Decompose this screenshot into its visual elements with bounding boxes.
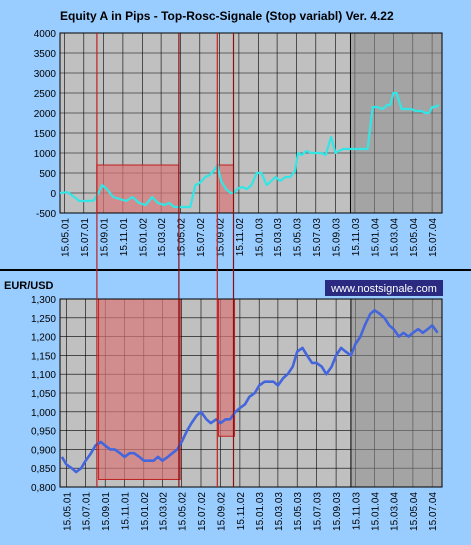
eurusd-plot-border	[59, 298, 443, 488]
equity-y-tick-label: 1500	[34, 129, 57, 140]
eurusd-x-tick-label: 15.05.01	[62, 492, 73, 531]
eurusd-y-tick-label: 1,150	[31, 351, 56, 362]
equity-x-tick-label: 15.03.03	[273, 218, 284, 257]
equity-chart-title: Equity A in Pips - Top-Rosc-Signale (Sto…	[60, 9, 394, 23]
equity-y-tick-label: 1000	[34, 149, 57, 160]
equity-out-of-sample-region	[349, 32, 443, 214]
watermark-box	[325, 280, 443, 296]
eurusd-y-tick-label: 1,300	[31, 295, 56, 306]
equity-x-tick-label: 15.05.02	[176, 218, 187, 257]
equity-x-tick-label: 15.01.03	[254, 218, 265, 257]
eurusd-x-tick-label: 15.01.04	[371, 492, 382, 531]
equity-plot-border	[59, 32, 443, 214]
eurusd-x-tick-label: 15.11.02	[236, 492, 247, 531]
equity-y-tick-label: -500	[36, 209, 56, 220]
eurusd-x-tick-label: 15.07.01	[82, 492, 93, 531]
eurusd-x-tick-label: 15.09.01	[101, 492, 112, 531]
equity-x-tick-label: 15.07.01	[80, 218, 91, 257]
equity-y-tick-label: 3000	[34, 69, 57, 80]
equity-x-tick-label: 15.05.03	[292, 218, 303, 257]
eurusd-x-tick-label: 15.03.04	[390, 492, 401, 531]
equity-x-tick-label: 15.11.03	[351, 218, 362, 257]
eurusd-x-tick-label: 15.05.03	[293, 492, 304, 531]
equity-y-tick-label: 4000	[34, 29, 57, 40]
eurusd-y-tick-label: 0,900	[31, 445, 56, 456]
eurusd-y-tick-label: 1,100	[31, 370, 56, 381]
equity-x-tick-label: 15.07.04	[428, 218, 439, 257]
eurusd-x-tick-label: 15.07.03	[313, 492, 324, 531]
eurusd-y-tick-label: 0,850	[31, 464, 56, 475]
eurusd-x-tick-label: 15.09.03	[332, 492, 343, 531]
eurusd-x-tick-label: 15.01.02	[140, 492, 151, 531]
equity-loss-zone-region	[96, 164, 180, 214]
equity-x-tick-label: 15.05.01	[60, 218, 71, 257]
eurusd-y-tick-label: 0,950	[31, 427, 56, 438]
eurusd-x-tick-label: 15.07.02	[197, 492, 208, 531]
eurusd-x-tick-label: 15.07.04	[428, 492, 439, 531]
eurusd-y-tick-label: 0,800	[31, 483, 56, 494]
equity-x-tick-label: 15.11.01	[119, 218, 130, 257]
eurusd-x-tick-label: 15.01.03	[255, 492, 266, 531]
equity-x-tick-label: 15.09.01	[100, 218, 111, 257]
eurusd-x-tick-label: 15.05.02	[178, 492, 189, 531]
equity-x-tick-label: 15.03.04	[389, 218, 400, 257]
eurusd-x-tick-label: 15.11.01	[121, 492, 132, 531]
equity-y-tick-label: 2500	[34, 89, 57, 100]
equity-y-tick-label: 3500	[34, 49, 57, 60]
equity-x-tick-label: 15.01.02	[138, 218, 149, 257]
equity-y-tick-label: 0	[50, 189, 56, 200]
eurusd-y-tick-label: 1,050	[31, 389, 56, 400]
eurusd-loss-zone-region	[98, 298, 181, 480]
eurusd-x-tick-label: 15.09.02	[217, 492, 228, 531]
eurusd-x-tick-label: 15.11.03	[351, 492, 362, 531]
equity-x-tick-label: 15.11.02	[235, 218, 246, 257]
equity-series-line	[59, 91, 440, 209]
equity-y-tick-label: 2000	[34, 109, 57, 120]
eurusd-y-tick-label: 1,250	[31, 314, 56, 325]
equity-x-tick-label: 15.07.02	[196, 218, 207, 257]
eurusd-y-tick-label: 1,000	[31, 408, 56, 419]
equity-x-tick-label: 15.05.04	[409, 218, 420, 257]
eurusd-y-tick-label: 1,200	[31, 333, 56, 344]
equity-y-tick-label: 500	[39, 169, 56, 180]
eurusd-x-tick-label: 15.03.02	[159, 492, 170, 531]
eurusd-chart-panel: EUR/USD 0,800 0,850 0,900 0,950 1,000 1,050 1,…	[4, 280, 443, 531]
eurusd-series-line	[60, 308, 439, 474]
eurusd-x-tick-label: 15.05.04	[409, 492, 420, 531]
equity-x-tick-label: 15.09.02	[216, 218, 227, 257]
equity-chart-panel: Equity A in Pips - Top-Rosc-Signale (Sto…	[34, 9, 443, 257]
equity-x-tick-label: 15.07.03	[312, 218, 323, 257]
equity-x-tick-label: 15.01.04	[370, 218, 381, 257]
equity-x-tick-label: 15.09.03	[332, 218, 343, 257]
eurusd-x-tick-label: 15.03.03	[274, 492, 285, 531]
equity-x-tick-label: 15.03.02	[157, 218, 168, 257]
watermark-text: www.nostsignale.com	[330, 283, 437, 295]
eurusd-chart-title: EUR/USD	[4, 280, 54, 292]
